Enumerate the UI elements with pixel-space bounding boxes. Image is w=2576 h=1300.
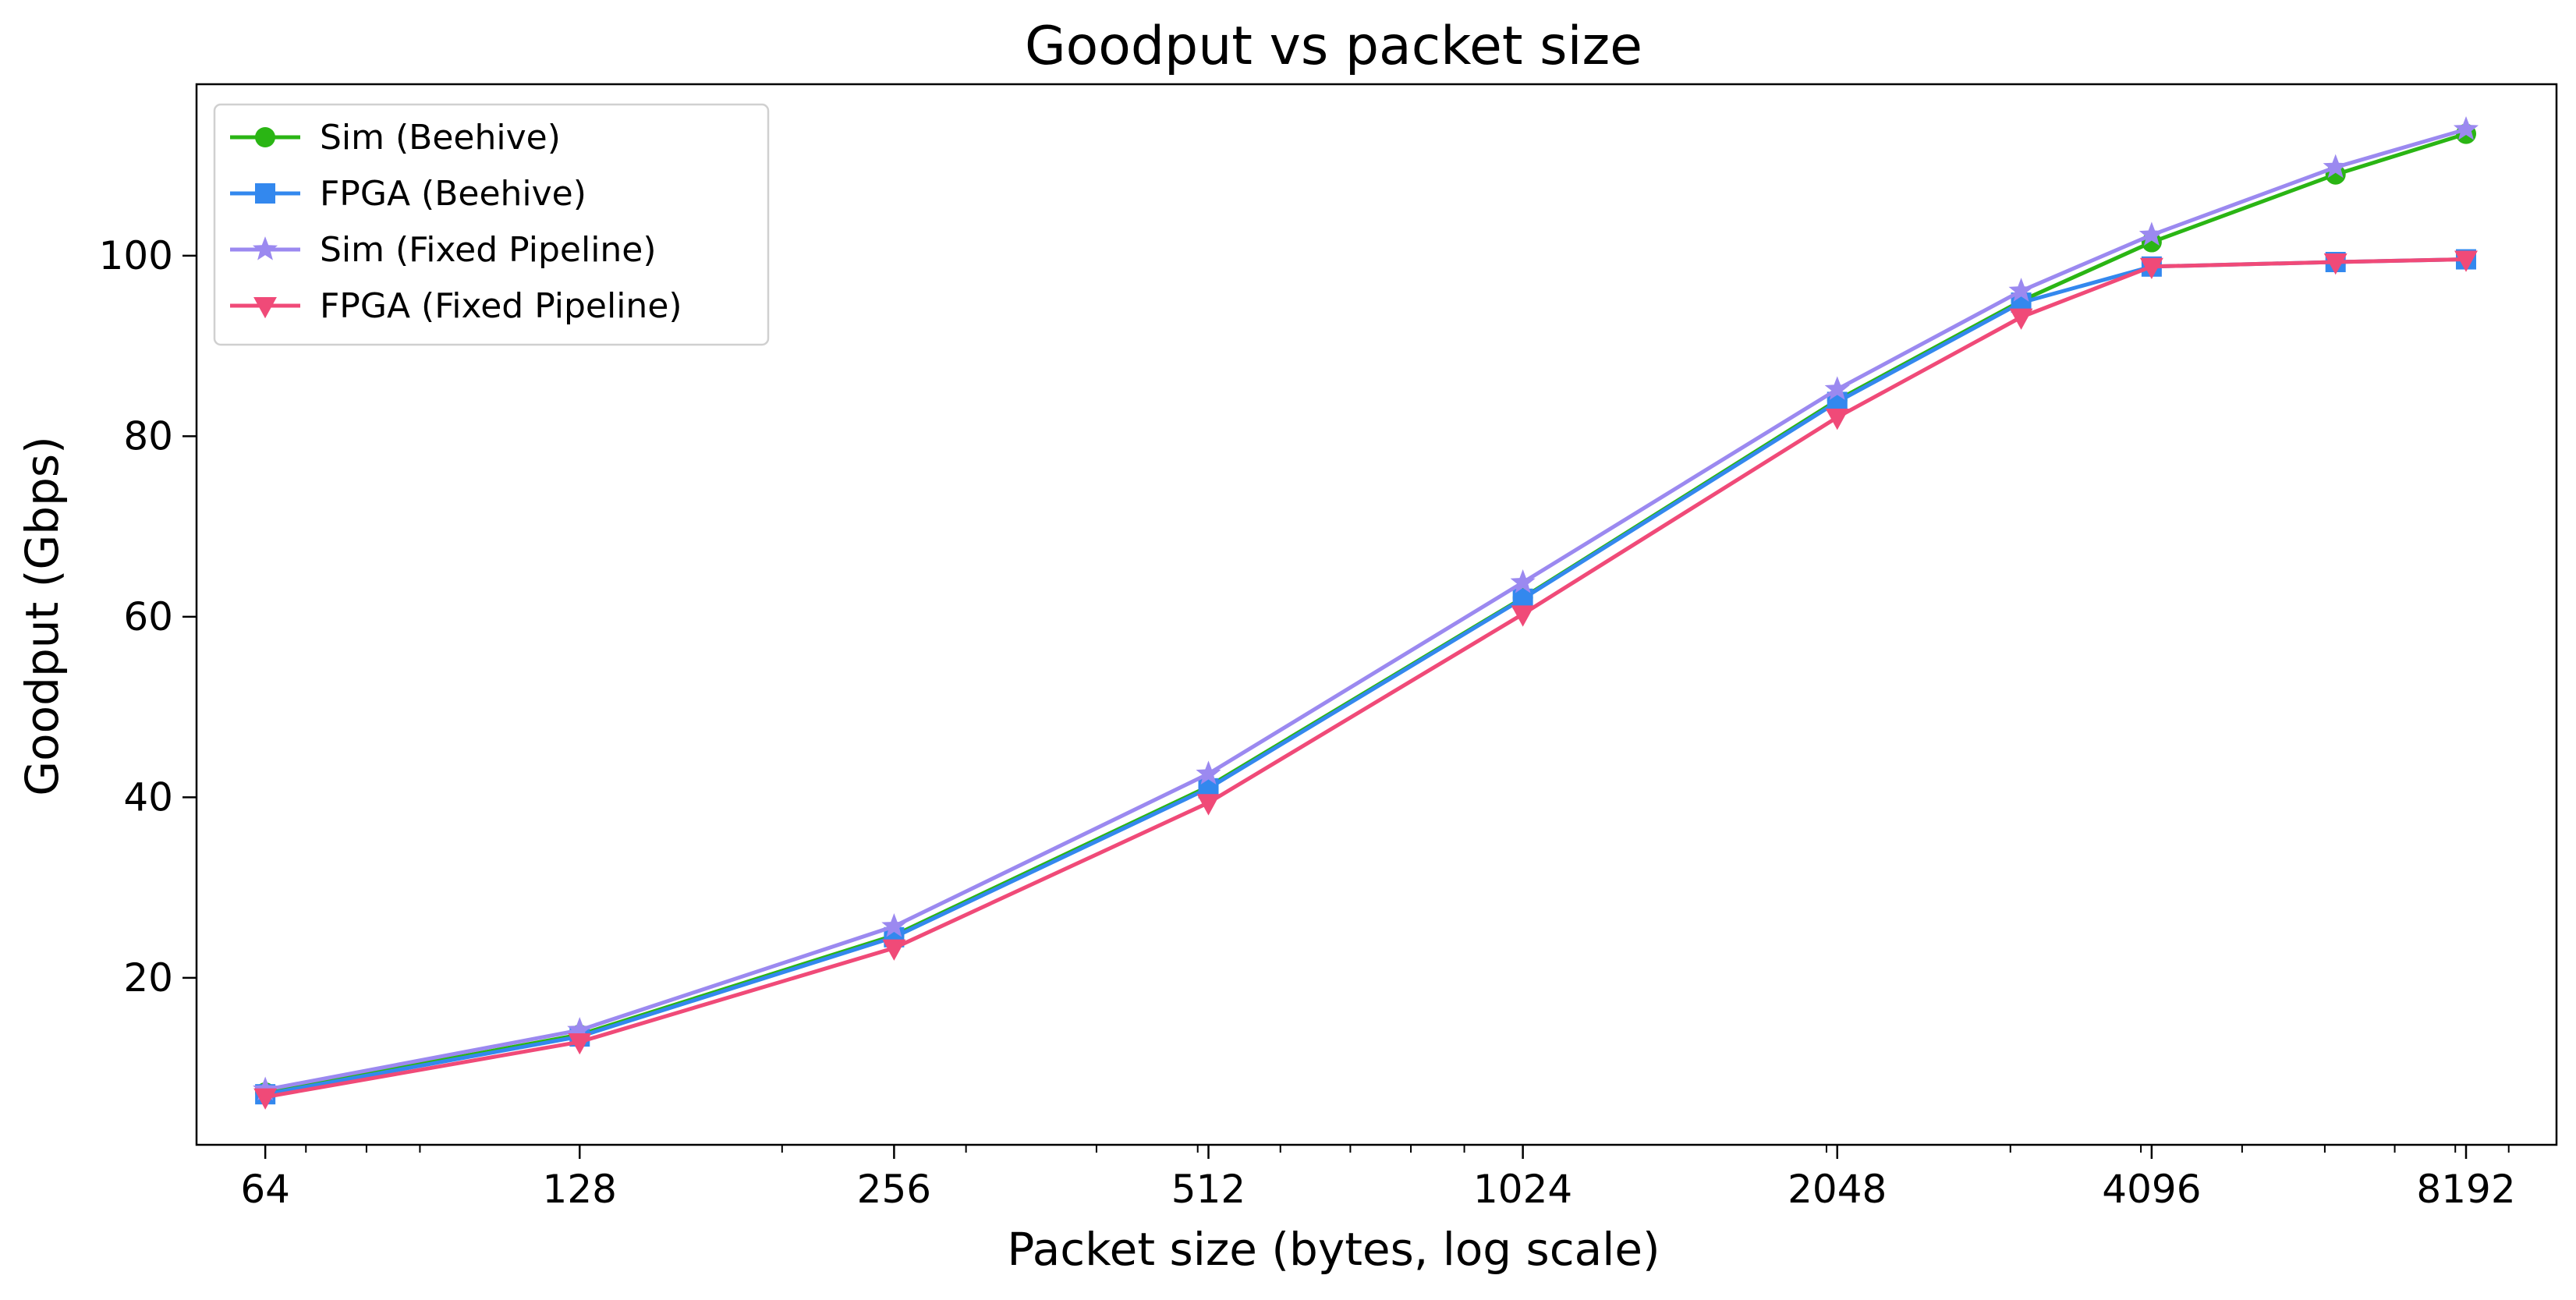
data-point (882, 939, 906, 961)
legend-marker (252, 236, 278, 260)
legend-box (213, 103, 770, 346)
chart-title: Goodput vs packet size (1025, 16, 1642, 77)
data-point (2139, 257, 2163, 280)
data-point (2453, 115, 2479, 140)
y-axis-label: Goodput (Gbps) (16, 436, 69, 796)
legend-marker (253, 296, 277, 319)
data-point (567, 1017, 593, 1041)
axes-frame (195, 83, 2558, 1146)
x-tick-label: 1024 (1473, 1167, 1572, 1212)
data-point (2323, 154, 2348, 179)
series-3 (253, 250, 2478, 1110)
legend-item: FPGA (Beehive) (230, 174, 586, 214)
x-tick-label: 512 (1171, 1167, 1245, 1212)
x-tick-label: 64 (240, 1167, 290, 1212)
legend-label: FPGA (Beehive) (320, 174, 586, 214)
data-point (2009, 308, 2033, 330)
legend-item: FPGA (Fixed Pipeline) (230, 286, 682, 326)
y-tick-label: 40 (123, 774, 173, 820)
series-line (264, 257, 2467, 1100)
data-point (2323, 253, 2347, 275)
data-point (253, 1088, 278, 1110)
legend: Sim (Beehive) FPGA (Beehive) Sim (Fixed Pi… (213, 103, 770, 346)
legend-item: Sim (Beehive) (230, 118, 561, 158)
data-point (1196, 760, 1221, 785)
data-point (2454, 250, 2478, 272)
legend-marker (255, 127, 275, 147)
legend-label: FPGA (Fixed Pipeline) (320, 286, 682, 326)
x-tick-label: 8192 (2416, 1167, 2515, 1212)
data-point (1511, 605, 1535, 627)
data-point (1825, 409, 1849, 430)
data-point (2138, 221, 2164, 246)
series-2 (253, 115, 2479, 1101)
legend-item: Sim (Fixed Pipeline) (230, 230, 657, 270)
data-point (881, 912, 907, 937)
x-tick-label: 128 (543, 1167, 617, 1212)
data-point (2008, 278, 2034, 302)
y-tick-label: 100 (99, 233, 173, 278)
data-point (568, 1033, 592, 1055)
legend-label: Sim (Fixed Pipeline) (320, 230, 657, 270)
x-tick-label: 4096 (2102, 1167, 2201, 1212)
plot-area: 64 128 256 512 1024 2048 4096 8192 20 40 60 80 100 (99, 83, 2558, 1212)
x-tick-label: 2048 (1788, 1167, 1887, 1212)
y-tick-label: 60 (123, 594, 173, 639)
x-tick-label: 256 (857, 1167, 931, 1212)
y-tick-label: 20 (123, 955, 173, 1001)
x-axis-label: Packet size (bytes, log scale) (1007, 1223, 1660, 1276)
data-point (1510, 569, 1536, 593)
data-point (1196, 794, 1221, 816)
data-point (1824, 376, 1850, 400)
legend-label: Sim (Beehive) (320, 118, 561, 158)
legend-marker (255, 183, 275, 204)
y-tick-label: 80 (123, 413, 173, 459)
series-line (264, 127, 2467, 1092)
